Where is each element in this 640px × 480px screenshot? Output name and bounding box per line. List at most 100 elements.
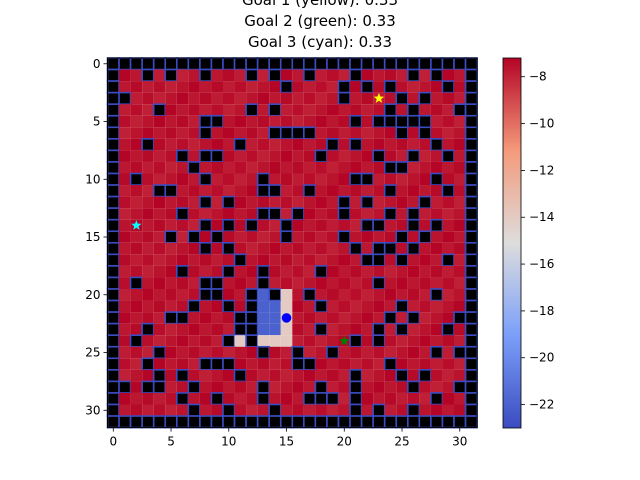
value-cell [246, 115, 258, 128]
value-cell [176, 104, 189, 116]
wall-cell [210, 276, 224, 290]
value-cell [280, 173, 293, 186]
value-cell [373, 185, 385, 197]
value-cell [315, 219, 327, 232]
value-cell [292, 231, 304, 243]
value-cell [153, 138, 166, 151]
value-cell [419, 219, 431, 232]
value-cell [407, 231, 420, 243]
value-cell [454, 127, 466, 139]
value-cell [430, 115, 443, 128]
value-cell [234, 150, 247, 162]
value-cell [246, 404, 258, 417]
wall-cell [464, 91, 478, 106]
wall-cell [464, 161, 478, 175]
value-cell [350, 289, 362, 301]
value-cell [430, 300, 443, 313]
value-cell [326, 312, 339, 324]
value-cell [384, 254, 397, 266]
value-cell [211, 161, 223, 174]
value-cell [211, 254, 223, 266]
value-cell [188, 335, 200, 347]
value-cell [326, 150, 339, 162]
value-cell [407, 289, 420, 301]
wall-cell [268, 184, 282, 198]
value-cell [142, 161, 154, 174]
value-cell [326, 300, 339, 313]
value-cell [119, 81, 131, 93]
value-cell [292, 265, 304, 278]
wall-cell [268, 103, 282, 117]
wall-cell [464, 253, 478, 267]
value-cell [246, 231, 258, 243]
value-cell [199, 81, 212, 93]
value-cell [303, 219, 316, 232]
value-cell [454, 242, 466, 255]
value-cell [454, 265, 466, 278]
value-cell [442, 404, 454, 417]
wall-cell [268, 57, 282, 71]
value-cell [454, 161, 466, 174]
wall-cell [164, 230, 178, 244]
value-cell [188, 312, 200, 324]
value-cell [430, 254, 443, 266]
value-cell [165, 381, 177, 393]
value-cell [269, 346, 281, 359]
value-cell [396, 277, 408, 289]
value-cell [303, 104, 316, 116]
value-cell [246, 127, 258, 139]
value-cell [280, 358, 293, 370]
wall-cell [245, 334, 259, 348]
value-cell [280, 185, 293, 197]
value-cell [188, 323, 200, 336]
colorbar-tick-label: −14 [529, 210, 554, 224]
value-cell [246, 81, 258, 93]
value-cell [188, 277, 200, 289]
value-cell [280, 104, 293, 116]
wall-cell [118, 91, 132, 106]
x-tick-label: 25 [394, 435, 409, 449]
value-cell [442, 219, 454, 232]
wall-cell [210, 114, 224, 129]
value-cell [130, 300, 143, 313]
value-cell [280, 369, 293, 382]
value-cell [384, 196, 397, 209]
wall-cell [464, 230, 478, 244]
value-cell [257, 404, 270, 417]
value-cell [130, 208, 143, 220]
chart-title-line-1: Goal 1 (yellow): 0.33 [241, 0, 399, 9]
value-cell [188, 92, 200, 105]
value-cell [454, 92, 466, 105]
wall-cell [291, 415, 305, 429]
value-cell [130, 312, 143, 324]
value-cell [234, 231, 247, 243]
value-cell [257, 150, 270, 162]
wall-cell [256, 207, 270, 221]
wall-cell [418, 114, 432, 129]
value-cell [350, 185, 362, 197]
wall-cell [383, 242, 398, 256]
value-cell [119, 289, 131, 301]
value-cell [326, 381, 339, 393]
value-cell [176, 173, 189, 186]
value-cell [396, 381, 408, 393]
wall-cell [176, 369, 190, 383]
value-cell [303, 335, 316, 347]
value-cell [396, 150, 408, 162]
wall-cell [106, 242, 120, 256]
value-cell [269, 323, 281, 336]
value-cell [153, 127, 166, 139]
value-cell [211, 312, 223, 324]
wall-cell [176, 311, 190, 325]
value-cell [315, 161, 327, 174]
value-cell [234, 173, 247, 186]
value-cell [419, 346, 431, 359]
wall-cell [279, 126, 294, 140]
wall-cell [176, 415, 190, 429]
colorbar-tick-label: −22 [529, 398, 554, 412]
value-cell [176, 404, 189, 417]
wall-cell [256, 184, 270, 198]
value-cell [430, 404, 443, 417]
colorbar-tick-label: −10 [529, 117, 554, 131]
wall-cell [245, 218, 259, 233]
